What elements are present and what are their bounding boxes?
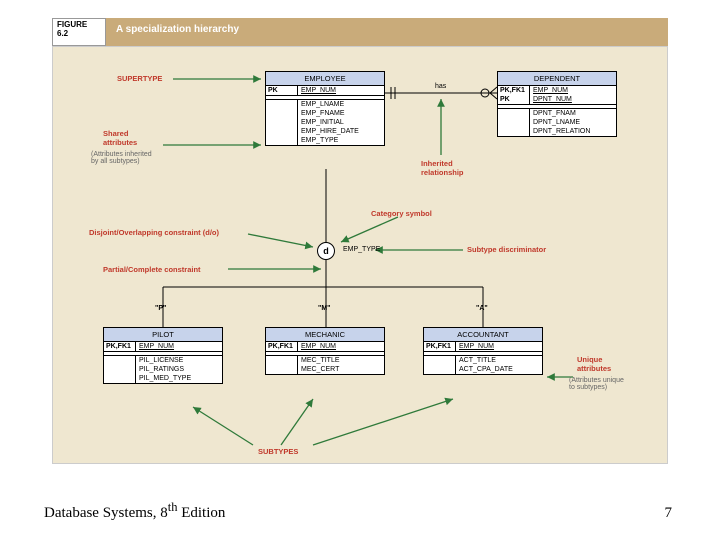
ann-unique-note: (Attributes unique to subtypes) (569, 377, 624, 391)
footer-text: Database Systems, 8th Edition (44, 500, 225, 522)
ann-category: Category symbol (371, 209, 432, 218)
ann-discriminator: Subtype discriminator (467, 245, 546, 254)
entity-mechanic-name: MECHANIC (266, 328, 384, 342)
figure-number: 6.2 (57, 30, 101, 39)
page-number: 7 (665, 505, 673, 522)
ann-supertype: SUPERTYPE (117, 74, 162, 83)
entity-mechanic: MECHANIC PK,FK1EMP_NUM MEC_TITLE MEC_CER… (265, 327, 385, 375)
branch-p: "P" (155, 305, 166, 312)
entity-accountant-name: ACCOUNTANT (424, 328, 542, 342)
entity-dependent-name: DEPENDENT (498, 72, 616, 86)
figure-header: FIGURE 6.2 A specialization hierarchy (52, 18, 668, 46)
ann-partial: Partial/Complete constraint (103, 265, 201, 274)
entity-employee: EMPLOYEE PKEMP_NUM EMP_LNAME EMP_FNAME E… (265, 71, 385, 146)
diagram-area: EMPLOYEE PKEMP_NUM EMP_LNAME EMP_FNAME E… (52, 46, 668, 464)
ann-shared: Shared attributes (103, 129, 137, 147)
entity-accountant: ACCOUNTANT PK,FK1EMP_NUM ACT_TITLE ACT_C… (423, 327, 543, 375)
discriminator-attr: EMP_TYPE (343, 246, 380, 253)
branch-m: "M" (318, 305, 330, 312)
ann-shared-note: (Attributes inherited by all subtypes) (91, 151, 152, 165)
entity-dependent: DEPENDENT PK,FK1EMP_NUM PKDPNT_NUM DPNT_… (497, 71, 617, 137)
entity-employee-name: EMPLOYEE (266, 72, 384, 86)
category-symbol: d (317, 242, 335, 260)
figure-title: A specialization hierarchy (106, 18, 668, 46)
ann-inherited: Inherited relationship (421, 159, 464, 177)
ann-unique: Unique attributes (577, 355, 611, 373)
entity-pilot-name: PILOT (104, 328, 222, 342)
figure-canvas: FIGURE 6.2 A specialization hierarchy (52, 18, 668, 468)
ann-subtypes: SUBTYPES (258, 447, 298, 456)
rel-has: has (435, 83, 446, 90)
entity-pilot: PILOT PK,FK1EMP_NUM PIL_LICENSE PIL_RATI… (103, 327, 223, 384)
ann-disjoint: Disjoint/Overlapping constraint (d/o) (89, 228, 219, 237)
branch-a: "A" (476, 305, 488, 312)
figure-number-box: FIGURE 6.2 (52, 18, 106, 46)
